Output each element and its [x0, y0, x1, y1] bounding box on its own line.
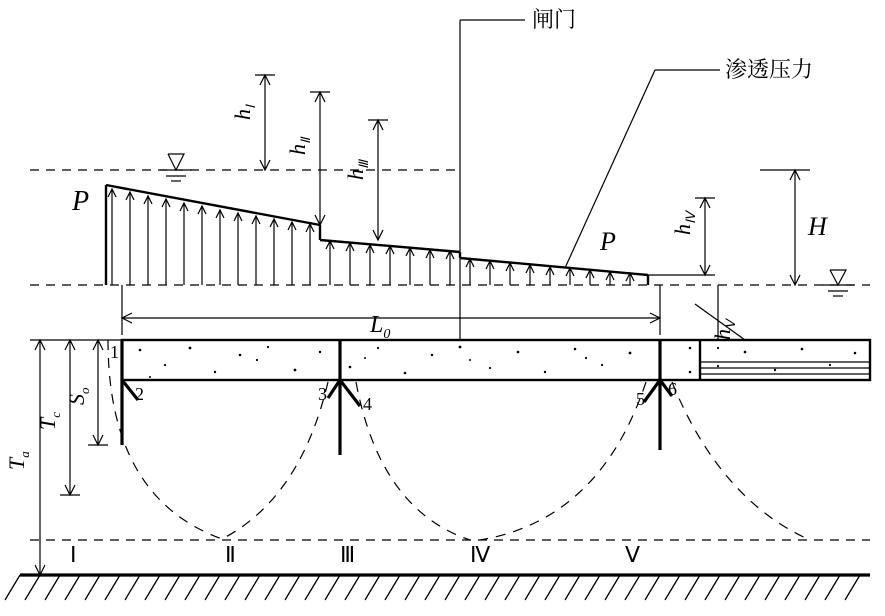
node-1: 1 [110, 342, 119, 362]
label-seepage: 渗透压力 [725, 53, 813, 84]
active-zone-arcs [108, 340, 810, 540]
label-h5: hⅤ [710, 317, 738, 340]
label-h4: hⅣ [670, 209, 698, 235]
apron-slab [122, 340, 870, 380]
label-h2: hⅡ [285, 136, 313, 155]
dim-h1 [255, 75, 275, 170]
label-L0: L0 [369, 312, 390, 342]
seepage-diagram: P P L0 hⅠ hⅡ hⅢ hⅣ hⅤ H Ta Tc So 1 2 3 4… [0, 0, 885, 616]
region-4: Ⅳ [470, 542, 491, 567]
gate-leader [460, 20, 525, 340]
label-h1: hⅠ [230, 104, 258, 120]
label-gate: 闸门 [532, 3, 576, 34]
node-4: 4 [363, 394, 372, 414]
label-P-right: P [599, 227, 616, 256]
node-3: 3 [318, 384, 327, 404]
pressure-diagram [30, 185, 870, 285]
dim-h4 [648, 198, 715, 275]
region-1: Ⅰ [70, 542, 77, 567]
label-S0: So [64, 387, 92, 405]
dim-L0 [122, 285, 660, 335]
node-6: 6 [668, 379, 677, 399]
dim-depths [30, 340, 122, 575]
region-5: Ⅴ [625, 542, 640, 567]
dim-h2 [310, 92, 330, 225]
dim-h3 [368, 120, 388, 240]
seep-leader [565, 70, 720, 268]
label-h3: hⅢ [343, 158, 371, 180]
label-Tc: Tc [35, 412, 63, 430]
impervious-base [5, 575, 870, 600]
sheet-piles [122, 340, 672, 455]
region-2: Ⅱ [225, 542, 236, 567]
label-H: H [807, 212, 828, 241]
downstream-water [822, 270, 854, 296]
node-5: 5 [636, 389, 645, 409]
pressure-arrows [108, 189, 634, 285]
label-P-left: P [71, 186, 89, 217]
label-Ta: Ta [4, 451, 32, 470]
upstream-water [30, 154, 460, 181]
region-3: Ⅲ [340, 542, 355, 567]
node-2: 2 [135, 384, 144, 404]
dim-H [760, 170, 810, 285]
